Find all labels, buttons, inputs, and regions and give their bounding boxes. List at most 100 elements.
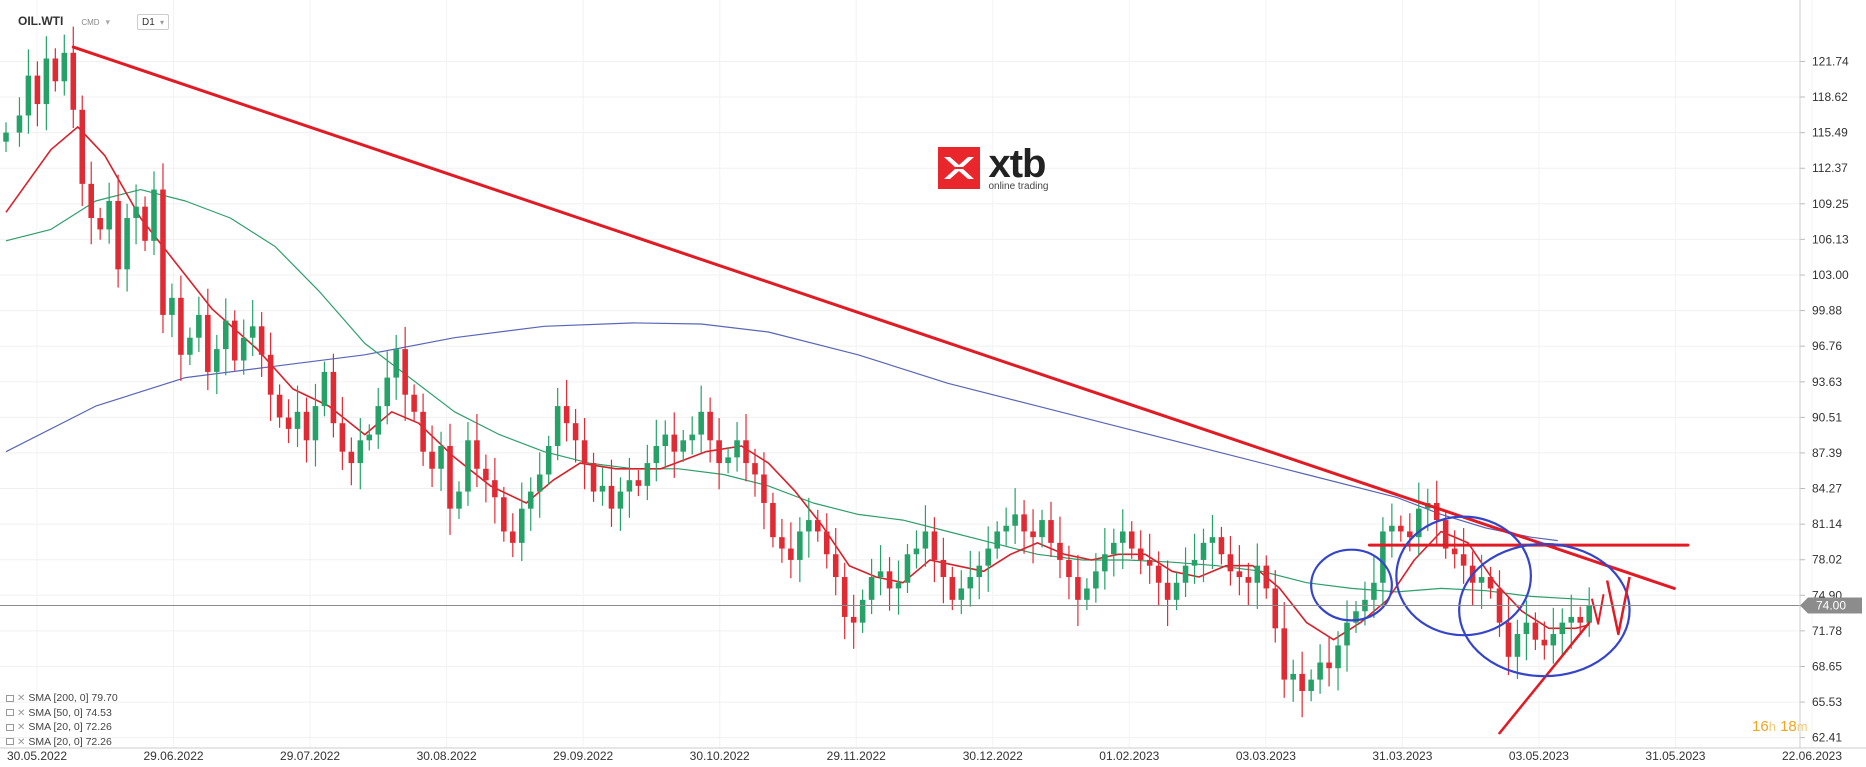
candle-body: [1173, 582, 1180, 600]
candle: [492, 457, 498, 524]
candle-body: [447, 445, 453, 509]
close-icon[interactable]: ✕: [17, 722, 26, 733]
candle: [465, 422, 471, 506]
legend-item[interactable]: ✕ SMA [200, 0] 79.70: [6, 691, 118, 706]
candle: [402, 326, 408, 421]
candle-body: [644, 463, 651, 486]
candle-body: [142, 206, 148, 241]
candle-body: [671, 434, 678, 452]
candle: [43, 36, 50, 131]
candle: [1146, 533, 1153, 584]
candle-body: [563, 406, 570, 424]
candle-body: [1263, 565, 1270, 589]
candle-body: [124, 218, 130, 270]
candle: [474, 414, 480, 488]
candle-body: [276, 394, 283, 418]
candle-body: [1398, 525, 1404, 532]
candle: [1487, 566, 1494, 599]
candle-body: [1415, 508, 1422, 538]
legend-item[interactable]: ✕ SMA [50, 0] 74.53: [6, 706, 118, 721]
candle: [1559, 608, 1566, 657]
candle: [393, 334, 399, 400]
candle-body: [635, 480, 642, 486]
candle: [456, 481, 462, 519]
candle-body: [1102, 554, 1108, 572]
candle: [1236, 545, 1243, 596]
legend-item[interactable]: ✕ SMA [20, 0] 72.26: [6, 720, 118, 735]
candle-body: [411, 394, 417, 412]
candle: [205, 288, 211, 391]
candle: [1389, 503, 1395, 558]
candle: [1326, 636, 1332, 687]
candle: [1550, 607, 1557, 664]
candle: [214, 334, 220, 395]
candle: [420, 393, 426, 466]
candle-body: [438, 445, 444, 469]
candle: [1299, 651, 1305, 718]
candle-body: [1299, 673, 1305, 692]
candle-body: [1218, 537, 1225, 555]
candle: [1191, 533, 1198, 584]
market-label: CMD: [81, 18, 100, 27]
candle: [115, 174, 121, 288]
candle-body: [608, 485, 615, 509]
candle: [1317, 644, 1323, 694]
chevron-down-icon: ▾: [159, 18, 164, 27]
candle-body: [3, 132, 9, 142]
settings-icon[interactable]: [6, 694, 14, 702]
symbol-header[interactable]: OIL.WTI CMD ▾: [18, 14, 110, 28]
candle: [1532, 612, 1539, 650]
settings-icon[interactable]: [6, 709, 14, 717]
candle-body: [1532, 622, 1539, 640]
timeframe-select[interactable]: D1 ▾: [137, 14, 169, 30]
candle-body: [886, 571, 893, 589]
candle-body: [1012, 514, 1018, 526]
candle: [626, 457, 633, 518]
candle: [1021, 500, 1027, 554]
candle-body: [662, 434, 669, 446]
candle: [698, 385, 704, 453]
candle: [258, 312, 265, 378]
candle: [886, 557, 893, 611]
candle-body: [554, 406, 561, 446]
candle-body: [994, 531, 1000, 549]
legend-label: SMA [50, 0] 74.53: [28, 706, 112, 719]
legend-item[interactable]: ✕ SMA [20, 0] 72.26: [6, 735, 118, 750]
y-tick-label: 87.39: [1812, 446, 1842, 460]
candle: [1093, 553, 1099, 603]
y-tick-label: 112.37: [1812, 161, 1848, 175]
symbol-name: OIL.WTI: [18, 14, 64, 28]
candle: [1433, 480, 1440, 547]
candle-body: [366, 434, 373, 441]
candle: [79, 95, 86, 207]
highlight-circle: [1310, 548, 1393, 622]
settings-icon[interactable]: [6, 723, 14, 731]
candle: [483, 454, 489, 503]
candle: [644, 444, 651, 501]
candle-body: [1039, 520, 1045, 538]
candle: [608, 459, 615, 527]
candle-body: [1380, 531, 1386, 583]
candle: [734, 422, 740, 472]
candle: [653, 419, 660, 482]
candle-body: [931, 531, 938, 560]
candle: [1523, 600, 1530, 661]
x-tick-label: 30.05.2022: [7, 749, 67, 763]
close-icon[interactable]: ✕: [17, 707, 26, 719]
candle-body: [187, 337, 193, 355]
chevron-down-icon[interactable]: ▾: [105, 17, 111, 27]
x-axis: 30.05.2022 29.06.2022 29.07.2022 30.08.2022…: [0, 747, 1866, 763]
x-tick-label: 31.03.2023: [1372, 749, 1432, 763]
candle-body: [1003, 525, 1009, 532]
close-icon[interactable]: ✕: [17, 693, 26, 704]
close-icon[interactable]: ✕: [17, 736, 26, 748]
candle: [16, 97, 23, 147]
candle-body: [922, 531, 929, 549]
candle: [1057, 516, 1063, 579]
candle: [222, 298, 229, 376]
v-mark: [1590, 593, 1605, 625]
settings-icon[interactable]: [6, 738, 14, 746]
x-tick-label: 29.11.2022: [827, 749, 886, 763]
candle-body: [752, 463, 758, 475]
